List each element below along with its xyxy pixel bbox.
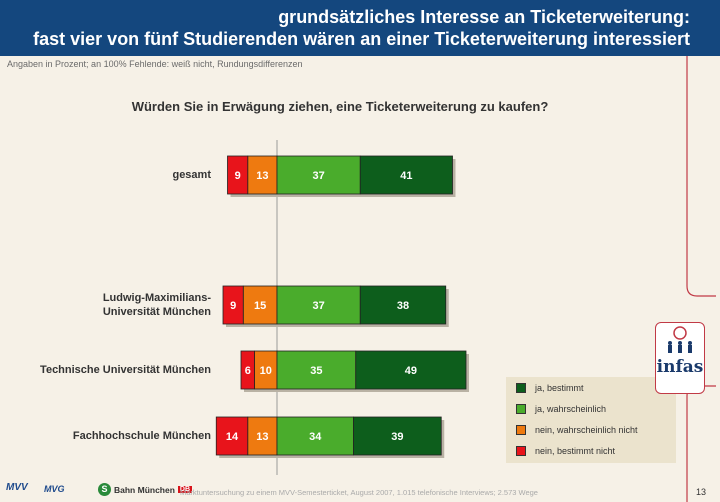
mvv-logo: MVV xyxy=(6,482,28,493)
legend-item-nein-bestimmt-nicht: nein, bestimmt nicht xyxy=(516,446,615,456)
bar-value-label: 10 xyxy=(260,365,272,377)
bar-value-label: 6 xyxy=(245,365,251,377)
category-label-line: gesamt xyxy=(172,169,211,181)
bar-segment xyxy=(276,155,361,195)
category-label-line: Technische Universität München xyxy=(40,364,211,376)
bar-segment xyxy=(242,285,278,325)
bar-segment xyxy=(247,155,278,195)
bar-value-label: 41 xyxy=(400,170,412,182)
legend-label: nein, wahrscheinlich nicht xyxy=(535,425,638,435)
db-logo: DB xyxy=(177,486,193,493)
legend-item-ja-bestimmt: ja, bestimmt xyxy=(516,383,584,393)
bar-value-label: 37 xyxy=(313,300,325,312)
page-number: 13 xyxy=(695,487,706,497)
source-note: Marktuntersuchung zu einem MVV-Semestert… xyxy=(180,488,538,497)
mvg-logo: MVG xyxy=(44,484,65,494)
legend-label: ja, wahrscheinlich xyxy=(535,404,607,414)
header-title-line1: grundsätzliches Interesse an Ticketerwei… xyxy=(278,7,690,27)
category-label: Ludwig-Maximilians- Universität München xyxy=(103,291,211,319)
bar-segment xyxy=(215,416,249,456)
legend-swatch-nein-wahrscheinlich-nicht xyxy=(516,425,526,435)
bar-value-label: 13 xyxy=(256,170,268,182)
bar-value-label: 14 xyxy=(226,431,239,443)
bar-value-label: 9 xyxy=(230,300,236,312)
bar-value-label: 34 xyxy=(309,431,322,443)
legend-label: nein, bestimmt nicht xyxy=(535,446,616,456)
bar-value-label: 37 xyxy=(313,170,325,182)
legend-swatch-ja-bestimmt xyxy=(516,383,526,393)
bar-value-label: 39 xyxy=(391,431,403,443)
bar-value-label: 13 xyxy=(256,431,268,443)
legend-item-ja-wahrscheinlich: ja, wahrscheinlich xyxy=(516,404,606,414)
infas-wordmark: infas xyxy=(656,357,704,377)
bar-segment xyxy=(353,416,442,456)
chart-legend: ja, bestimmt ja, wahrscheinlich nein, wa… xyxy=(506,377,676,463)
bar-value-label: 35 xyxy=(310,365,322,377)
bar-value-label: 15 xyxy=(254,300,266,312)
sbahn-logo: S Bahn München DB xyxy=(98,483,193,496)
header-title-line2: fast vier von fünf Studierenden wären an… xyxy=(33,29,690,49)
category-label: Technische Universität München xyxy=(40,363,211,377)
bar-segment xyxy=(276,416,354,456)
bar-segment xyxy=(222,285,244,325)
slide-header: grundsätzliches Interesse an Ticketerwei… xyxy=(0,0,720,56)
category-label-line: Ludwig-Maximilians- xyxy=(102,292,211,304)
legend-item-nein-wahrscheinlich-nicht: nein, wahrscheinlich nicht xyxy=(516,425,638,435)
decorative-side-line xyxy=(686,56,716,502)
data-note: Angaben in Prozent; an 100% Fehlende: we… xyxy=(7,59,303,69)
bar-segment xyxy=(240,350,255,390)
infas-logo: infas xyxy=(655,322,705,394)
bar-segment xyxy=(355,350,467,390)
bar-value-label: 9 xyxy=(235,170,241,182)
bar-segment xyxy=(227,155,249,195)
legend-swatch-nein-bestimmt-nicht xyxy=(516,446,526,456)
sbahn-s-icon: S xyxy=(98,483,111,496)
legend-swatch-ja-wahrscheinlich xyxy=(516,404,526,414)
legend-label: ja, bestimmt xyxy=(535,383,584,393)
chart-title: Würden Sie in Erwägung ziehen, eine Tick… xyxy=(131,99,549,114)
sbahn-wordmark: Bahn München xyxy=(114,484,175,495)
bar-segment xyxy=(359,155,453,195)
category-label: Fachhochschule München xyxy=(73,429,211,443)
bar-segment xyxy=(359,285,447,325)
bar-value-label: 49 xyxy=(405,365,417,377)
category-label-line: Universität München xyxy=(102,306,211,318)
infas-emblem-icon xyxy=(668,326,692,353)
category-label: gesamt xyxy=(172,168,211,182)
bar-value-label: 38 xyxy=(397,300,409,312)
category-label-line: Fachhochschule München xyxy=(72,430,211,442)
